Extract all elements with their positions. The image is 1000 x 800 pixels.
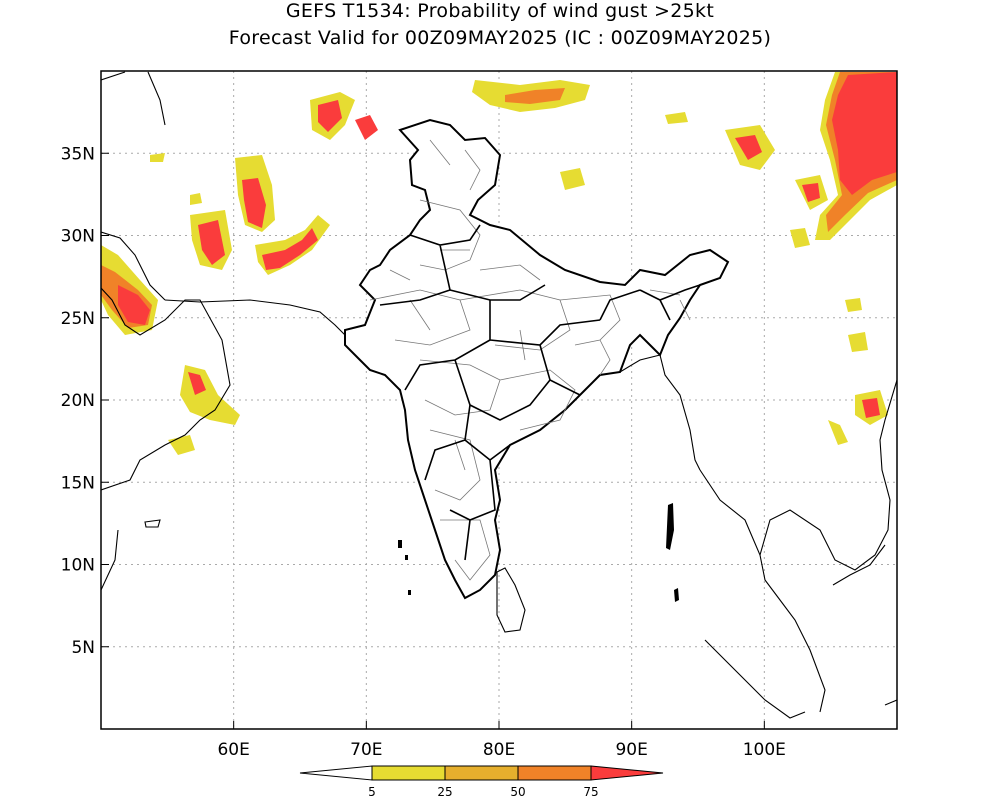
shading-region <box>242 178 266 228</box>
lakshadweep-islands <box>398 540 411 595</box>
state-boundaries <box>379 224 701 561</box>
shading-region <box>188 372 206 395</box>
colorbar-bin <box>371 765 446 781</box>
shading-region <box>845 298 862 312</box>
coastlines <box>101 71 897 719</box>
shading-region <box>505 88 565 104</box>
lat-tick-label: 15N <box>61 473 95 493</box>
shading-region <box>832 72 897 195</box>
latitude-labels: 35N 30N 25N 20N 15N 10N 5N <box>61 144 95 658</box>
lon-tick-label: 80E <box>483 740 515 760</box>
coastline-gulf-thailand <box>759 379 897 571</box>
colorbar-label-5: 5 <box>368 785 376 799</box>
shading-region <box>118 285 150 325</box>
district-boundaries <box>369 139 691 581</box>
colorbar: 5 25 50 75 <box>299 765 664 799</box>
axis-ticks <box>101 152 765 729</box>
coastline-arabia <box>101 287 231 491</box>
shading-region <box>665 112 688 124</box>
coastline-malaya-west <box>704 639 806 719</box>
shading-region <box>560 168 585 190</box>
coastline-persian-gulf <box>101 71 166 301</box>
colorbar-label-25: 25 <box>437 785 452 799</box>
coastline-socotra <box>144 519 161 528</box>
colorbar-over-triangle <box>590 765 664 781</box>
lat-tick-label: 30N <box>61 227 95 247</box>
lat-tick-label: 35N <box>61 144 95 164</box>
coastline-bay-of-bengal <box>619 354 701 471</box>
shading-region <box>198 220 225 265</box>
colorbar-label-50: 50 <box>510 785 525 799</box>
shading-region <box>355 115 378 140</box>
lat-tick-label: 5N <box>71 638 95 658</box>
coastline-somalia <box>101 529 119 591</box>
shading-region <box>318 100 342 132</box>
lon-tick-label: 60E <box>217 740 249 760</box>
lon-tick-label: 90E <box>615 740 647 760</box>
shading-region <box>262 228 318 270</box>
map-subtitle: Forecast Valid for 00Z09MAY2025 (IC : 00… <box>228 27 772 49</box>
lon-tick-label: 100E <box>743 740 786 760</box>
coastline-sri-lanka <box>496 567 526 633</box>
shading-region <box>190 193 202 205</box>
colorbar-label-75: 75 <box>583 785 598 799</box>
coastline-myanmar-malaya <box>699 469 826 713</box>
shading-region <box>150 153 165 162</box>
shading-region <box>790 228 810 248</box>
andaman-islands <box>666 503 679 602</box>
longitude-labels: 60E 70E 80E 90E 100E <box>217 740 785 760</box>
lat-tick-label: 20N <box>61 391 95 411</box>
colorbar-bin <box>517 765 592 781</box>
coastline-vietnam-south <box>832 544 886 586</box>
map-title: GEFS T1534: Probability of wind gust >25… <box>285 0 715 22</box>
shading-region <box>862 398 880 418</box>
shading-region <box>802 183 820 202</box>
colorbar-bin <box>444 765 519 781</box>
shading-region <box>828 420 848 445</box>
district-lines <box>369 139 691 581</box>
shading-region <box>735 135 762 160</box>
shading-region <box>168 435 195 455</box>
state-lines <box>379 224 701 561</box>
lat-tick-label: 25N <box>61 309 95 329</box>
probability-shading <box>101 72 897 482</box>
coastline-sumatra <box>884 699 897 706</box>
india-outline <box>344 118 730 602</box>
lon-tick-label: 70E <box>350 740 382 760</box>
lat-tick-label: 10N <box>61 556 95 576</box>
shading-region <box>848 332 868 352</box>
colorbar-under-triangle <box>299 765 373 781</box>
coastline-makran <box>164 299 351 341</box>
